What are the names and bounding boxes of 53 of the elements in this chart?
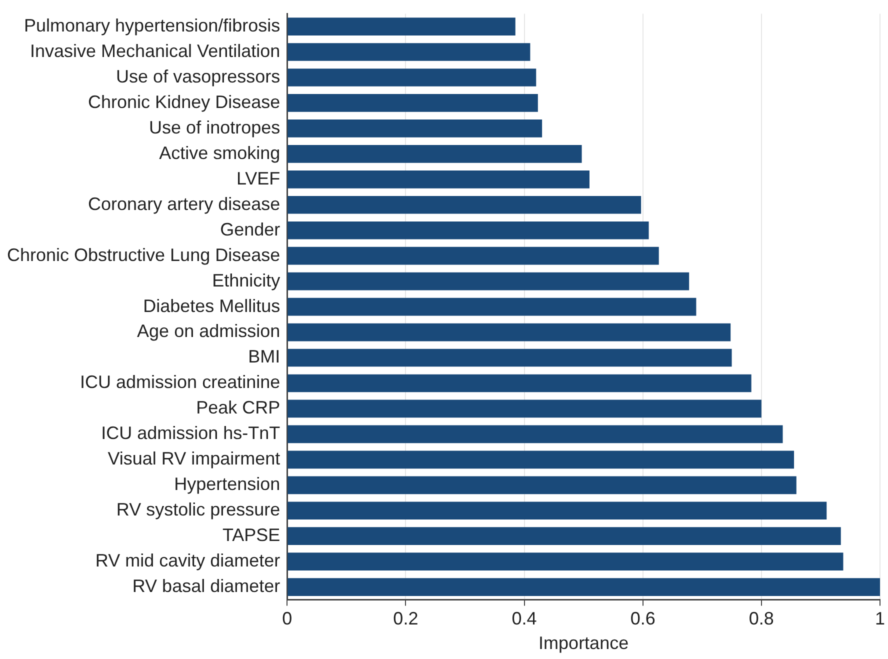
y-tick-label: Hypertension [174,474,280,494]
y-tick-label: Diabetes Mellitus [143,296,280,316]
bar [288,374,752,392]
bar [288,43,530,61]
bar [288,221,649,240]
y-tick-label: TAPSE [222,525,280,546]
bar [288,68,536,86]
bar [288,502,827,520]
bar [288,476,796,494]
bar [288,272,690,290]
y-tick-label: RV mid cavity diameter [95,550,280,571]
y-tick-label: RV basal diameter [132,576,280,596]
bar [288,552,844,570]
x-tick-label: 1 [874,608,885,629]
bar [288,18,516,36]
y-tick-label: Ethnicity [212,270,280,290]
bar [288,450,794,469]
y-tick-label: LVEF [236,168,280,188]
y-tick-label: ICU admission hs-TnT [101,423,280,444]
x-axis-title: Importance [538,633,629,654]
y-tick-label: Chronic Kidney Disease [88,92,280,112]
bar [288,298,696,316]
y-tick-label: Gender [220,219,280,240]
x-tick-label: 0.2 [393,608,418,629]
y-tick-label: Peak CRP [196,398,280,418]
y-tick-label: Pulmonary hypertension/fibrosis [24,16,280,36]
bar [288,323,731,342]
y-tick-label: Use of vasopressors [116,66,280,86]
bar [288,246,659,265]
bar [288,400,762,418]
bar [288,170,590,188]
y-tick-label: BMI [248,346,280,367]
bar [288,425,783,444]
x-tick-label: 0.8 [748,608,774,629]
bar [288,196,642,214]
y-tick-label: Chronic Obstructive Lung Disease [6,244,280,265]
y-tick-label: Use of inotropes [149,117,280,138]
x-tick-label: 0.6 [630,608,656,629]
bar [288,120,542,138]
bar [288,348,732,367]
y-tick-label: Active smoking [159,142,280,163]
y-tick-label: Age on admission [137,321,280,342]
x-tick-label: 0.4 [512,608,537,629]
bar [288,145,582,163]
y-tick-label: RV systolic pressure [116,500,280,520]
y-tick-label: Visual RV impairment [108,448,280,469]
bar [288,527,841,546]
bar [288,94,538,112]
bar [288,578,880,596]
y-tick-label: Invasive Mechanical Ventilation [30,40,280,61]
x-tick-label: 0 [282,608,292,629]
y-tick-label: ICU admission creatinine [80,372,280,392]
y-tick-label: Coronary artery disease [88,194,280,214]
